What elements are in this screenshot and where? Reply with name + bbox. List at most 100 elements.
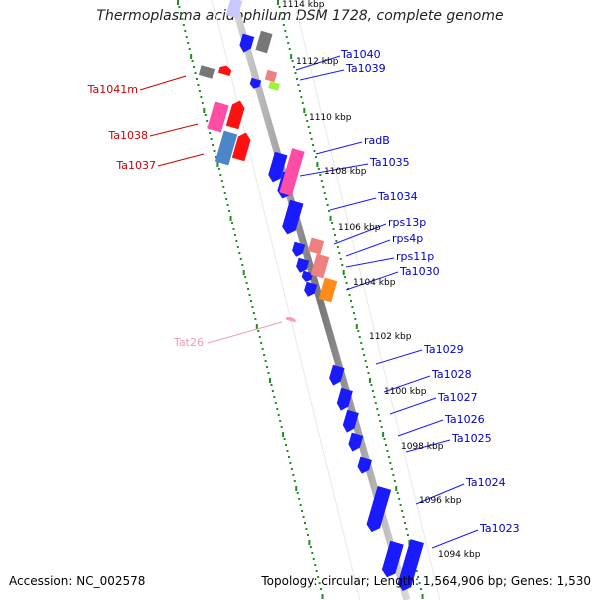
connector-Ta1041m <box>139 75 187 91</box>
outer-scale-tick <box>203 108 206 113</box>
scale-label: 1108 kbp <box>324 167 367 177</box>
gene-Ta1037-feature[interactable] <box>214 130 238 166</box>
outer-scale-tick <box>318 582 321 584</box>
connector-Ta1027 <box>389 397 437 415</box>
gene-label-Ta1038[interactable]: Ta1038 <box>107 129 148 142</box>
outer-scale-tick <box>228 210 231 212</box>
outer-scale-tick <box>229 216 232 221</box>
outer-scale-tick <box>247 288 250 290</box>
gene-label-Ta1026[interactable]: Ta1026 <box>444 413 485 426</box>
gene-Ta1035-blue-feature[interactable] <box>267 151 288 184</box>
inner-scale-tick <box>386 450 389 452</box>
inner-scale-tick <box>364 360 367 362</box>
outer-scale-tick <box>239 258 242 260</box>
gene-labels-left: Ta1041m Ta1038 Ta1037 <box>87 83 156 172</box>
inner-scale-tick <box>420 588 423 590</box>
scale-label: 1110 kbp <box>309 113 352 123</box>
gene-Ta1038-red-feature[interactable] <box>225 99 246 130</box>
inner-scale-tick <box>398 498 401 500</box>
gene-label-Ta1025[interactable]: Ta1025 <box>451 432 492 445</box>
gene-Ta1023b-feature[interactable] <box>396 539 424 593</box>
gene-Ta1025-feature[interactable] <box>356 456 372 476</box>
accession-text: Accession: NC_002578 <box>9 574 146 588</box>
gene-Ta1030-orange-feature[interactable] <box>318 277 338 303</box>
gene-Ta1041m-red-feature[interactable] <box>217 64 232 76</box>
gene-rps4p-feature[interactable] <box>295 257 310 275</box>
outer-scale-tick <box>264 360 267 362</box>
gene-label-Ta1041m[interactable]: Ta1041m <box>87 83 138 96</box>
gene-label-Tat26[interactable]: Tat26 <box>173 336 204 349</box>
gene-Ta1037-red-feature[interactable] <box>231 131 252 162</box>
inner-scale-tick <box>374 402 377 404</box>
gene-label-Ta1037[interactable]: Ta1037 <box>115 159 156 172</box>
outer-scale-tick <box>181 18 184 20</box>
gene-label-Ta1039[interactable]: Ta1039 <box>345 62 386 75</box>
gene-label-Ta1030[interactable]: Ta1030 <box>399 265 440 278</box>
gene-Ta1028-feature[interactable] <box>335 387 353 412</box>
inner-scale-tick <box>348 294 351 296</box>
gene-rps13p-salmon-feature[interactable] <box>307 237 325 255</box>
inner-scale-tick <box>287 42 290 44</box>
gene-Ta1039-salmon-feature[interactable] <box>264 69 278 83</box>
gene-Ta1023a-feature[interactable] <box>380 540 404 579</box>
gene-label-rps13p[interactable]: rps13p <box>388 216 426 229</box>
inner-scale-tick <box>417 576 420 578</box>
gene-Ta1027-feature[interactable] <box>341 409 359 434</box>
outer-scale-tick <box>301 510 304 512</box>
gene-label-Ta1034[interactable]: Ta1034 <box>377 190 418 203</box>
gene-label-Ta1028[interactable]: Ta1028 <box>431 368 472 381</box>
pseudogene-top-feature[interactable] <box>255 30 273 54</box>
outer-scale-tick <box>193 66 196 68</box>
connector-Tat26 <box>207 321 283 344</box>
gene-Ta1039-feature[interactable] <box>249 77 262 90</box>
inner-scale-tick <box>387 456 390 458</box>
outer-scale-tick <box>248 294 251 296</box>
inner-scale-tick <box>390 468 393 470</box>
gene-label-Ta1023[interactable]: Ta1023 <box>479 522 520 535</box>
gene-Ta1026-feature[interactable] <box>347 432 364 454</box>
connector-rps4p <box>345 239 391 257</box>
inner-scale-tick <box>418 582 421 584</box>
outer-scale-tick <box>267 372 270 374</box>
gene-label-Ta1024[interactable]: Ta1024 <box>465 476 506 489</box>
gene-Ta1041m-feature[interactable] <box>198 65 216 79</box>
inner-scale-tick <box>404 522 407 524</box>
gene-Ta1024-feature[interactable] <box>365 485 392 534</box>
outer-scale-tick <box>178 6 181 8</box>
gene-Ta1039-lime-feature[interactable] <box>268 81 280 91</box>
connector-Ta1030 <box>345 271 399 291</box>
gene-radB-feature[interactable] <box>279 148 305 196</box>
inner-scale-tick <box>331 222 334 224</box>
gene-Ta1038-feature[interactable] <box>207 101 229 133</box>
gene-Ta1030-feature[interactable] <box>303 281 318 299</box>
gene-rps4p-salmon-feature[interactable] <box>310 253 330 279</box>
gene-label-rps11p[interactable]: rps11p <box>396 250 434 263</box>
inner-scale-tick <box>323 192 326 194</box>
inner-scale-tick <box>354 318 357 320</box>
outer-scale-tick <box>190 54 193 59</box>
gene-label-radB[interactable]: radB <box>364 134 390 147</box>
gene-label-Ta1035[interactable]: Ta1035 <box>369 156 410 169</box>
gene-label-Ta1029[interactable]: Ta1029 <box>423 343 464 356</box>
trna-Tat26-feature[interactable] <box>285 316 297 323</box>
gene-rps13p-feature[interactable] <box>291 241 306 259</box>
gene-top-pale-feature[interactable] <box>225 0 243 19</box>
inner-scale-tick <box>405 528 408 530</box>
gene-Ta1034-feature[interactable] <box>281 199 304 237</box>
inner-scale-tick <box>303 108 306 113</box>
gene-label-Ta1040[interactable]: Ta1040 <box>340 48 381 61</box>
gene-Ta1040-feature[interactable] <box>238 33 255 55</box>
gene-label-Ta1027[interactable]: Ta1027 <box>437 391 478 404</box>
outer-scale-tick <box>182 24 185 26</box>
inner-scale-tick <box>316 162 319 167</box>
gene-rps11p-feature[interactable] <box>301 270 314 283</box>
inner-scale-tick <box>377 414 380 416</box>
connector-rps11p <box>345 257 395 268</box>
gene-label-rps4p[interactable]: rps4p <box>392 232 423 245</box>
inner-scale-tick <box>345 282 348 284</box>
inner-scale-tick <box>335 240 338 242</box>
outer-scale-tick <box>201 102 204 104</box>
outer-scale-tick <box>200 96 203 98</box>
gene-Ta1029-feature[interactable] <box>327 364 345 388</box>
outer-scale-tick <box>287 456 290 458</box>
